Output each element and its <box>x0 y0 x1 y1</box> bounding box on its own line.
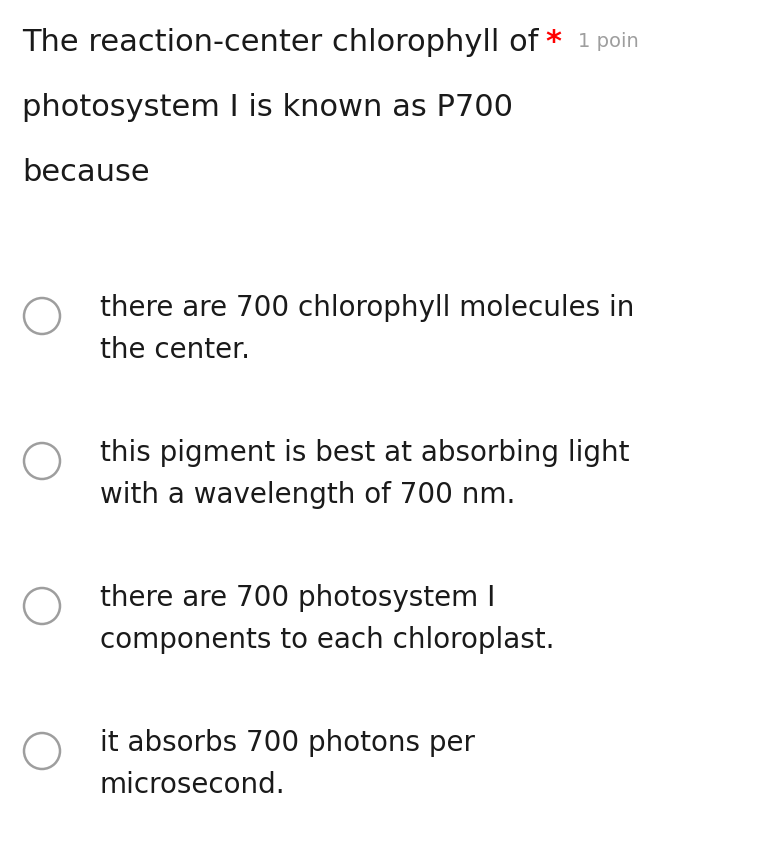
Text: there are 700 photosystem I: there are 700 photosystem I <box>100 584 495 612</box>
Text: 1 poin: 1 poin <box>578 32 639 51</box>
Text: microsecond.: microsecond. <box>100 771 286 799</box>
Text: *: * <box>545 28 561 57</box>
Text: because: because <box>22 158 150 187</box>
Text: there are 700 chlorophyll molecules in: there are 700 chlorophyll molecules in <box>100 294 634 322</box>
Text: this pigment is best at absorbing light: this pigment is best at absorbing light <box>100 439 629 467</box>
Text: The reaction-center chlorophyll of: The reaction-center chlorophyll of <box>22 28 539 57</box>
Text: the center.: the center. <box>100 336 250 364</box>
Text: it absorbs 700 photons per: it absorbs 700 photons per <box>100 729 475 757</box>
Text: with a wavelength of 700 nm.: with a wavelength of 700 nm. <box>100 481 515 509</box>
Text: components to each chloroplast.: components to each chloroplast. <box>100 626 555 654</box>
Text: photosystem I is known as P700: photosystem I is known as P700 <box>22 93 513 122</box>
